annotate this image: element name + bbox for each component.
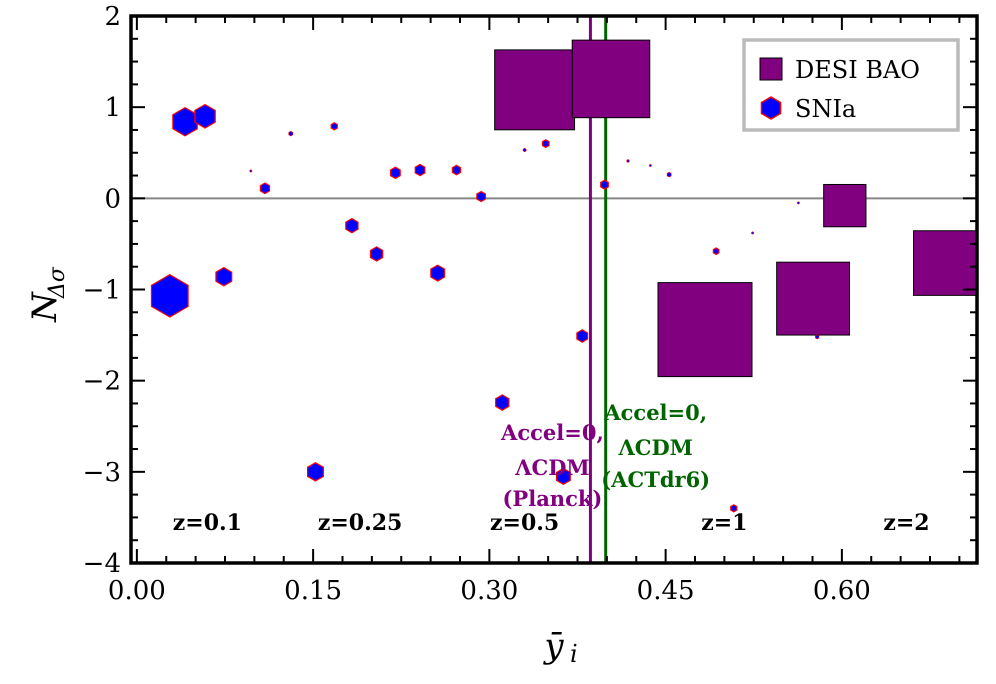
act-label-line-1: Accel=0, (603, 400, 707, 425)
y-tick-label: −2 (83, 367, 121, 397)
snia-point-17 (522, 147, 527, 153)
y-tick-label: −3 (83, 458, 121, 488)
snia-point-20 (576, 329, 589, 343)
redshift-label-0.1: z=0.1 (173, 510, 242, 536)
snia-point-27 (751, 231, 754, 235)
act-label-line-2: ΛCDM (617, 435, 692, 460)
desi-bao-point-1 (571, 39, 651, 119)
redshift-label-2: z=2 (883, 510, 929, 536)
x-tick-label: 0.15 (284, 576, 342, 606)
legend-box (742, 38, 960, 132)
data-marks (150, 39, 977, 513)
snia-point-25 (712, 247, 720, 256)
snia-point-22 (626, 159, 630, 163)
snia-point-28 (797, 201, 800, 205)
act-label-line-3: (ACTdr6) (601, 467, 710, 492)
desi-bao-point-0 (494, 49, 576, 131)
planck-label-line-2: ΛCDM (514, 455, 589, 480)
x-tick-label: 0.00 (108, 576, 166, 606)
y-tick-label: −1 (83, 276, 121, 306)
legend-hexagon-marker (760, 96, 782, 120)
redshift-label-0.25: z=0.25 (318, 510, 403, 536)
plot-frame (129, 14, 979, 565)
snia-point-7 (306, 462, 324, 482)
x-tick-labels: 0.00 0.15 0.30 0.45 0.60 (108, 576, 871, 606)
legend: DESI BAO SNIa (742, 38, 960, 132)
snia-point-13 (430, 264, 446, 282)
y-tick-label: 1 (104, 93, 121, 123)
snia-point-24 (666, 171, 672, 178)
desi-bao-point-3 (776, 261, 851, 336)
snia-point-0 (150, 274, 189, 318)
annotations: Accel=0, ΛCDM (Planck) Accel=0, ΛCDM (AC… (173, 400, 930, 536)
snia-point-19 (555, 467, 571, 486)
planck-label-line-1: Accel=0, (500, 420, 604, 445)
y-tick-labels: 2 1 0 −1 −2 −3 −4 (83, 2, 121, 579)
y-axis-title-symbol: N (25, 291, 65, 323)
desi-bao-point-4 (823, 183, 867, 228)
snia-point-8 (330, 122, 338, 131)
snia-point-15 (476, 190, 487, 203)
snia-point-14 (451, 164, 462, 176)
snia-point-9 (345, 217, 359, 234)
x-axis-title: ȳ i (542, 626, 577, 668)
x-tick-label: 0.45 (637, 576, 695, 606)
redshift-label-1: z=1 (701, 510, 747, 536)
snia-point-3 (215, 266, 233, 287)
y-tick-label: 2 (104, 2, 121, 32)
snia-point-6 (288, 130, 294, 137)
x-tick-label: 0.60 (813, 576, 871, 606)
x-tick-label: 0.30 (460, 576, 518, 606)
snia-point-2 (194, 103, 216, 129)
snia-point-29 (815, 334, 820, 340)
redshift-label-0.5: z=0.5 (490, 510, 559, 536)
desi-bao-point-5 (913, 230, 977, 296)
y-tick-label: 0 (104, 184, 121, 214)
snia-point-12 (414, 163, 426, 177)
snia-point-23 (649, 163, 652, 168)
x-axis-title-symbol: ȳ (542, 626, 564, 666)
snia-point-10 (369, 246, 384, 262)
legend-square-marker (759, 57, 783, 81)
snia-point-18 (541, 139, 550, 149)
planck-label-line-3: (Planck) (502, 486, 602, 511)
snia-point-4 (249, 169, 253, 173)
legend-label-snia: SNIa (795, 95, 856, 123)
x-axis-title-subscript: i (570, 640, 578, 668)
legend-label-desi: DESI BAO (795, 56, 920, 84)
snia-point-21 (600, 179, 609, 190)
snia-point-11 (389, 166, 401, 180)
snia-point-5 (259, 182, 271, 195)
y-axis-title: N Δσ (25, 266, 70, 323)
snia-point-1 (172, 106, 198, 137)
snia-point-16 (495, 394, 510, 411)
desi-bao-point-2 (657, 282, 753, 378)
snia-point-26 (730, 504, 738, 513)
y-tick-label: −4 (83, 549, 121, 579)
y-axis-title-subscript: Δσ (45, 266, 70, 299)
